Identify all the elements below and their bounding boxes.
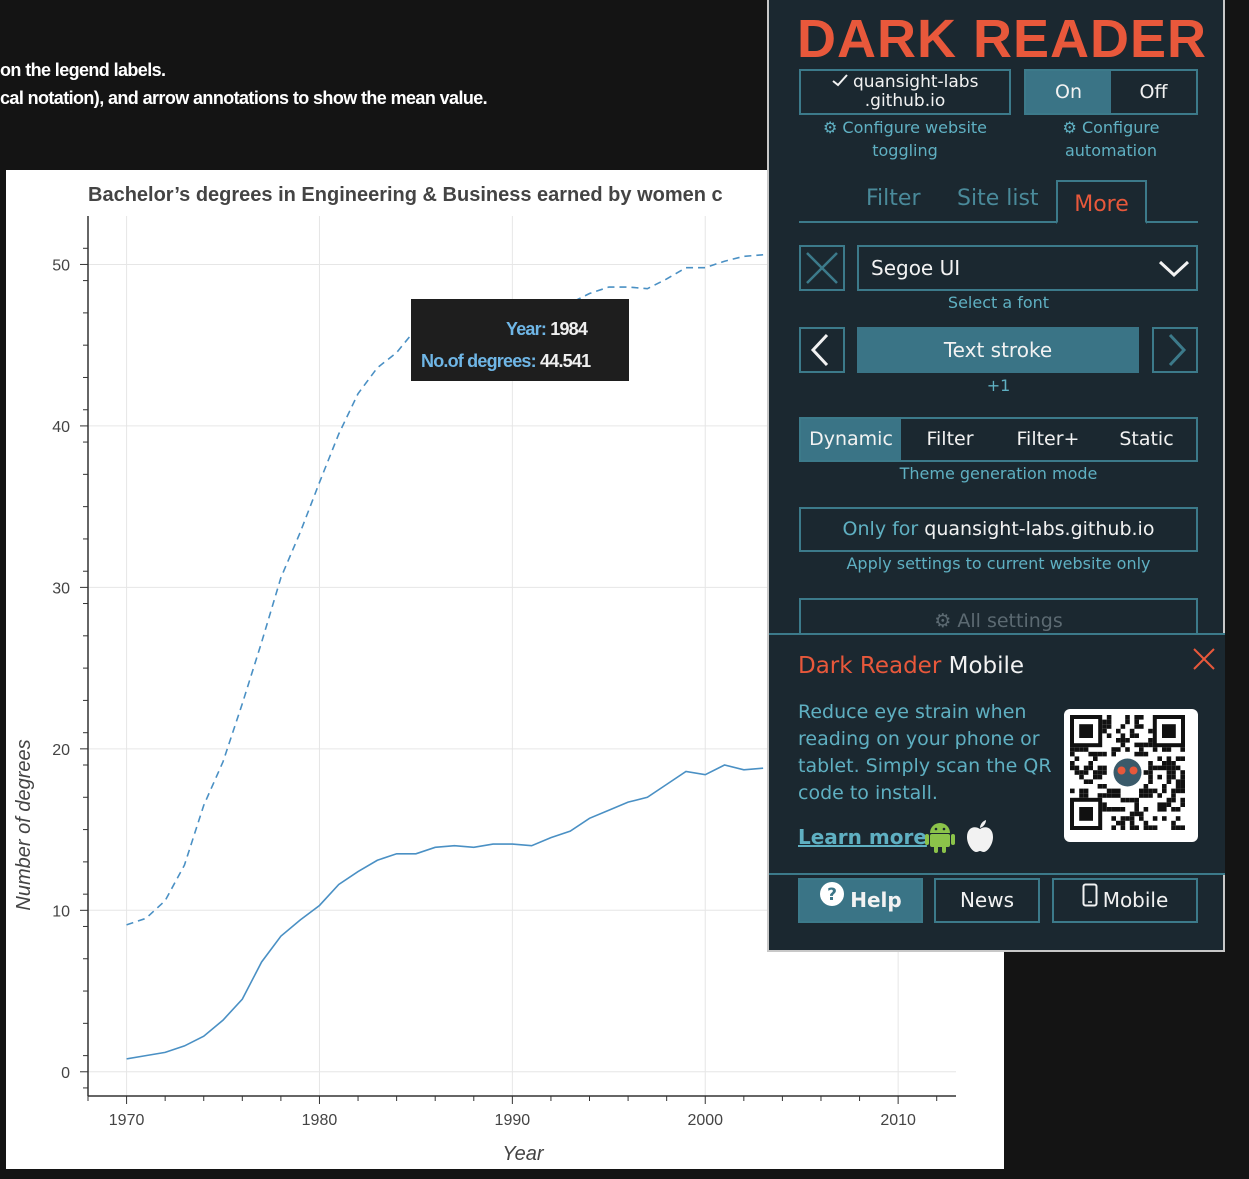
font-select-dropdown[interactable]: Segoe UI: [857, 245, 1198, 291]
help-label: Help: [850, 888, 902, 912]
on-off-switch[interactable]: On Off: [1024, 69, 1198, 115]
gear-icon: ⚙: [822, 118, 838, 137]
hover-tooltip: Year: 1984 No.of degrees: 44.541: [411, 299, 629, 381]
mode-static[interactable]: Static: [1119, 428, 1174, 450]
mode-dynamic[interactable]: Dynamic: [801, 419, 901, 460]
y-axis-label: Number of degrees: [13, 739, 35, 910]
tab-filter[interactable]: Filter: [866, 186, 921, 211]
tab-more[interactable]: More: [1056, 180, 1147, 224]
dark-reader-logo: DARK READER: [797, 9, 1208, 69]
site-name-line2: .github.io: [864, 91, 946, 111]
all-settings-label: All settings: [957, 610, 1063, 632]
y-tick-label: 0: [61, 1065, 70, 1082]
mode-filter[interactable]: Filter: [926, 428, 974, 450]
apple-icon[interactable]: [965, 819, 995, 857]
all-settings-button[interactable]: ⚙ All settings: [799, 598, 1198, 638]
x-tick-label: 2010: [880, 1112, 916, 1129]
only-for-label: Only for: [842, 518, 919, 540]
chevron-down-icon: [1158, 254, 1190, 296]
font-select-value: Segoe UI: [871, 256, 961, 280]
on-button[interactable]: On: [1026, 71, 1111, 113]
svg-text:?: ?: [827, 885, 837, 905]
stroke-increase-button[interactable]: [1152, 327, 1198, 373]
page-text-line: cal notation), and arrow annotations to …: [0, 88, 488, 108]
solid-series-line: [126, 764, 764, 1060]
x-tick-label: 1990: [495, 1112, 531, 1129]
tooltip-degrees-value: 44.541: [540, 351, 591, 371]
mobile-title-suffix: Mobile: [941, 653, 1025, 679]
configure-website-toggling-link[interactable]: ⚙ Configure website toggling: [799, 116, 1011, 162]
configure-automation-text: Configure: [1081, 118, 1160, 137]
configure-automation-text-2: automation: [1064, 141, 1158, 160]
x-axis-label: Year: [502, 1143, 544, 1165]
popup-footer: ? Help News Mobile: [769, 873, 1225, 952]
mobile-title-brand: Dark Reader: [798, 653, 942, 679]
tooltip-year-value: 1984: [550, 319, 588, 339]
y-tick-label: 40: [52, 419, 70, 436]
learn-more-link[interactable]: Learn more: [798, 825, 927, 849]
mobile-promo-text: Reduce eye strain when reading on your p…: [798, 701, 1052, 804]
text-stroke-label: Text stroke: [857, 327, 1139, 373]
news-button[interactable]: News: [934, 878, 1040, 923]
android-icon[interactable]: [925, 821, 955, 857]
font-hint: Select a font: [947, 293, 1050, 312]
only-for-site: quansight-labs.github.io: [924, 518, 1155, 540]
dark-reader-popup: DARK READER quansight-labs .github.io On…: [767, 0, 1225, 952]
help-icon: ?: [819, 880, 845, 921]
page-header-area: on the legend labels. cal notation), and…: [0, 0, 770, 170]
tab-site-list[interactable]: Site list: [957, 186, 1039, 211]
gear-icon: ⚙: [1062, 118, 1077, 137]
only-for-site-button[interactable]: Only for quansight-labs.github.io: [799, 507, 1198, 552]
y-tick-label: 20: [52, 742, 70, 759]
y-tick-label: 30: [52, 580, 70, 597]
mode-filter-plus[interactable]: Filter+: [1016, 428, 1080, 450]
mobile-label: Mobile: [1102, 888, 1169, 912]
x-tick-label: 1970: [109, 1112, 145, 1129]
configure-toggling-text: Configure website: [842, 118, 988, 137]
mobile-promo-panel: Dark Reader Mobile Reduce eye strain whe…: [769, 633, 1225, 873]
stroke-decrease-button[interactable]: [799, 327, 845, 373]
gear-icon: ⚙: [934, 610, 952, 632]
chevron-right-icon: [1168, 333, 1187, 367]
qr-code-image: [1064, 709, 1198, 842]
mobile-button[interactable]: Mobile: [1052, 878, 1198, 923]
y-tick-label: 50: [52, 257, 70, 274]
chart-title: Bachelor’s degrees in Engineering & Busi…: [88, 184, 723, 206]
page-text-line: on the legend labels.: [0, 60, 166, 80]
configure-toggling-text-2: toggling: [872, 141, 938, 160]
chevron-left-icon: [810, 333, 829, 367]
mobile-promo-title: Dark Reader Mobile: [798, 653, 1024, 679]
help-button[interactable]: ? Help: [798, 878, 923, 923]
check-icon: [831, 72, 853, 92]
close-icon[interactable]: [1192, 647, 1216, 675]
configure-automation-link[interactable]: ⚙ Configure automation: [1024, 116, 1198, 162]
text-stroke-value: +1: [986, 376, 1011, 395]
only-for-hint: Apply settings to current website only: [846, 554, 1151, 573]
tabs-divider: [799, 221, 1198, 223]
font-reset-button[interactable]: [799, 245, 845, 291]
mode-hint: Theme generation mode: [899, 464, 1098, 483]
news-label: News: [959, 888, 1015, 912]
x-tick-label: 1980: [302, 1112, 338, 1129]
off-button[interactable]: Off: [1139, 81, 1168, 103]
phone-icon: [1082, 880, 1098, 921]
x-tick-label: 2000: [687, 1112, 723, 1129]
y-tick-label: 10: [52, 903, 70, 920]
close-icon: [806, 252, 838, 284]
tooltip-degrees-key: No.of degrees:: [421, 351, 537, 371]
site-toggle-button[interactable]: quansight-labs .github.io: [799, 69, 1011, 115]
theme-mode-selector: Dynamic Filter Filter+ Static: [799, 417, 1198, 462]
site-name-line1: quansight-labs: [852, 72, 979, 92]
tooltip-year-key: Year:: [506, 319, 547, 339]
